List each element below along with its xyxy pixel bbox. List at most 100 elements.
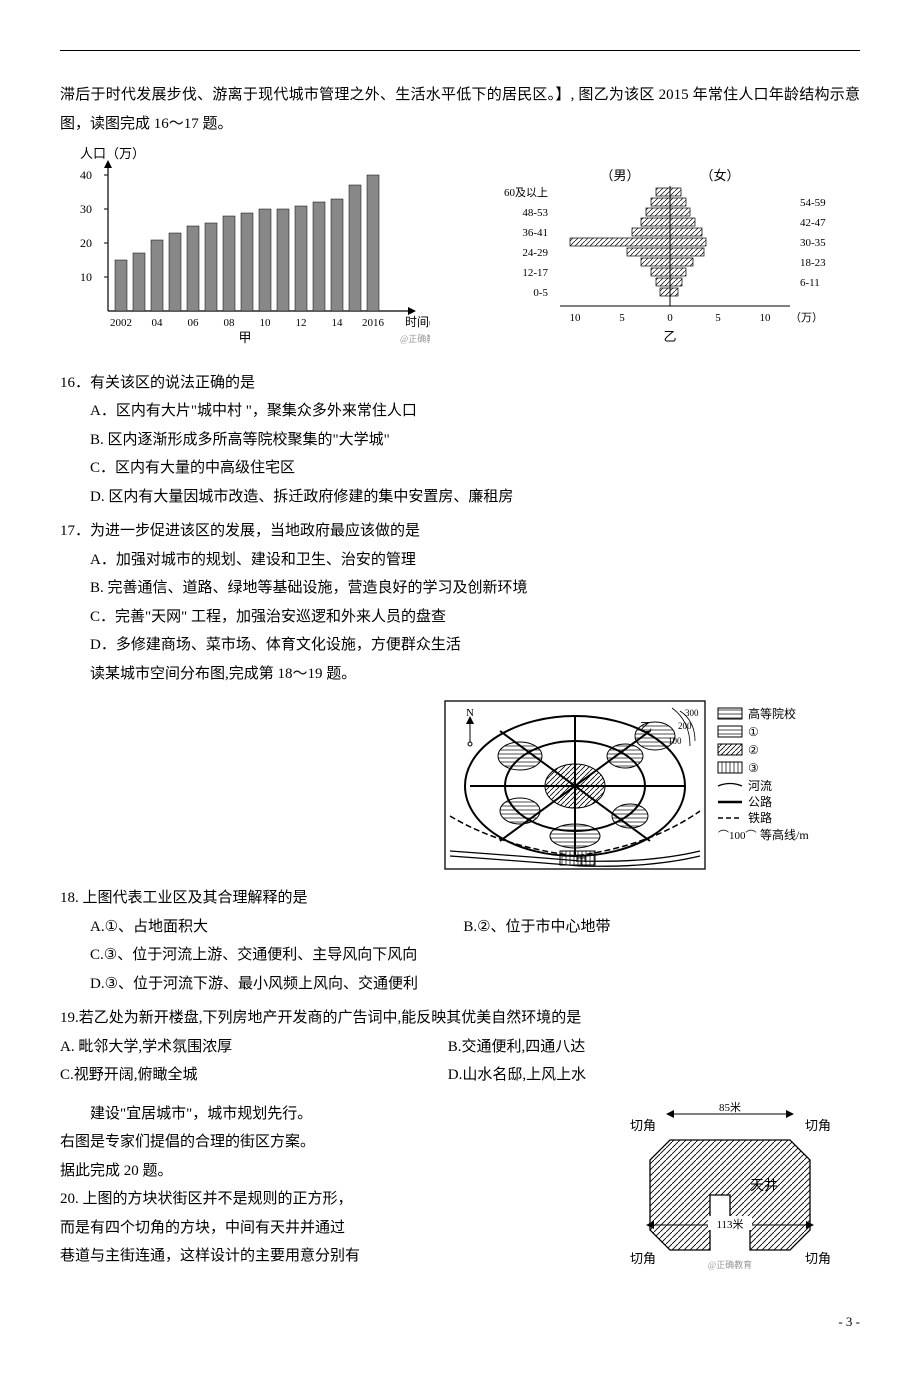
intro-text: 滞后于时代发展步伐、游离于现代城市管理之外、生活水平低下的居民区。】, 图乙为该… bbox=[60, 81, 860, 138]
pyramid-svg: （男） （女） 60及以上 48-53 36-41 24-29 12-17 0-… bbox=[490, 166, 860, 346]
q19-B: B.交通便利,四通八达 bbox=[448, 1033, 832, 1062]
bar-chart-svg: 人口（万） 10 20 30 40 bbox=[60, 146, 430, 346]
q18-C: C.③、位于河流上游、交通便利、主导风向下风向 bbox=[90, 941, 860, 970]
charts-row: 人口（万） 10 20 30 40 bbox=[60, 146, 860, 357]
q17-stem: 17．为进一步促进该区的发展，当地政府最应该做的是 bbox=[60, 517, 860, 546]
q18-A: A.①、占地面积大 bbox=[90, 913, 460, 942]
page-number: - 3 - bbox=[60, 1310, 860, 1335]
svg-text:30-35: 30-35 bbox=[800, 237, 826, 249]
bar-ylabel: 人口（万） bbox=[80, 146, 145, 161]
svg-text:20: 20 bbox=[80, 236, 92, 250]
q17-D: D．多修建商场、菜市场、体育文化设施，方便群众生活 bbox=[90, 631, 860, 660]
bar-chart: 人口（万） 10 20 30 40 bbox=[60, 146, 430, 357]
corner-tl: 切角 bbox=[630, 1118, 656, 1133]
male-label: （男） bbox=[600, 168, 639, 183]
svg-text:30: 30 bbox=[80, 202, 92, 216]
q17-B: B. 完善通信、道路、绿地等基础设施，营造良好的学习及创新环境 bbox=[90, 574, 860, 603]
svg-text:60及以上: 60及以上 bbox=[504, 186, 548, 199]
q19: 19.若乙处为新开楼盘,下列房地产开发商的广告词中,能反映其优美自然环境的是 A… bbox=[60, 1004, 860, 1090]
svg-text:200: 200 bbox=[678, 721, 692, 731]
svg-text:18-23: 18-23 bbox=[800, 257, 826, 269]
intro-line1: 滞后于时代发展步伐、游离于现代城市管理之外、生活水平低下的居民区。】, 图乙为该… bbox=[60, 87, 689, 103]
legend-road: 公路 bbox=[748, 794, 772, 809]
block-l2: 右图是专家们提倡的合理的街区方案。 bbox=[60, 1128, 584, 1157]
bars-group bbox=[115, 175, 379, 311]
q16-D: D. 区内有大量因城市改造、拆迁政府修建的集中安置房、廉租房 bbox=[90, 483, 860, 512]
corner-br: 切角 bbox=[805, 1251, 831, 1266]
q17: 17．为进一步促进该区的发展，当地政府最应该做的是 A．加强对城市的规划、建设和… bbox=[60, 517, 860, 660]
svg-text:24-29: 24-29 bbox=[522, 247, 548, 259]
bar-watermark: @正确教育 bbox=[400, 333, 430, 344]
svg-text:08: 08 bbox=[224, 317, 236, 329]
q19-D: D.山水名邸,上风上水 bbox=[448, 1061, 832, 1090]
svg-text:04: 04 bbox=[152, 317, 164, 329]
svg-text:48-53: 48-53 bbox=[522, 207, 548, 219]
block-l3: 据此完成 20 题。 bbox=[60, 1157, 584, 1186]
svg-text:100: 100 bbox=[668, 736, 682, 746]
bar-xlabel: 时间(年) bbox=[405, 315, 430, 329]
q16: 16．有关该区的说法正确的是 A．区内有大片"城中村 "，聚集众多外来常住人口 … bbox=[60, 369, 860, 512]
block-bottom-dim: 113米 bbox=[716, 1218, 743, 1231]
map-legend: 高等院校 ① ② ③ 河流 公路 铁路 ⌒100⌒ 等高线/m bbox=[718, 706, 809, 842]
legend-contour: 等高线/m bbox=[760, 827, 809, 842]
svg-text:10: 10 bbox=[260, 317, 272, 329]
q17-A: A．加强对城市的规划、建设和卫生、治安的管理 bbox=[90, 546, 860, 575]
svg-text:06: 06 bbox=[188, 317, 200, 329]
female-label: （女） bbox=[700, 168, 739, 183]
q18: 18. 上图代表工业区及其合理解释的是 A.①、占地面积大 B.②、位于市中心地… bbox=[60, 884, 860, 998]
city-map-svg: N 乙 300 200 100 甲 bbox=[440, 696, 860, 876]
svg-text:14: 14 bbox=[332, 317, 344, 329]
svg-text:54-59: 54-59 bbox=[800, 197, 826, 209]
svg-text:5: 5 bbox=[715, 312, 721, 324]
q20-l2: 而是有四个切角的方块，中间有天井并通过 bbox=[60, 1214, 584, 1243]
svg-text:40: 40 bbox=[80, 168, 92, 182]
pyramid-caption: 乙 bbox=[663, 329, 676, 344]
legend-3: ③ bbox=[748, 761, 759, 775]
legend-1: ① bbox=[748, 725, 759, 739]
q18-D: D.③、位于河流下游、最小风频上风向、交通便利 bbox=[90, 970, 860, 999]
svg-text:0: 0 bbox=[667, 312, 673, 324]
svg-text:2002: 2002 bbox=[110, 317, 132, 329]
block-center: 天井 bbox=[750, 1178, 778, 1194]
q19-C: C.视野开阔,俯瞰全城 bbox=[60, 1061, 444, 1090]
svg-text:2016: 2016 bbox=[362, 317, 385, 329]
legend-river: 河流 bbox=[748, 779, 772, 793]
q17-C: C．完善"天网" 工程，加强治安巡逻和外来人员的盘查 bbox=[90, 603, 860, 632]
legend-rail: 铁路 bbox=[748, 810, 772, 825]
top-rule bbox=[60, 50, 860, 51]
compass-icon: N bbox=[466, 707, 474, 746]
svg-text:5: 5 bbox=[619, 312, 625, 324]
q16-A: A．区内有大片"城中村 "，聚集众多外来常住人口 bbox=[90, 397, 860, 426]
legend-univ: 高等院校 bbox=[748, 706, 796, 721]
block-diagram: 85米 天井 切角 切角 切角 切角 113米 @正确教育 bbox=[600, 1100, 860, 1281]
bar-caption: 甲 bbox=[238, 330, 251, 345]
city-map-row: N 乙 300 200 100 甲 bbox=[60, 696, 860, 876]
block-text: 建设"宜居城市"，城市规划先行。 右图是专家们提倡的合理的街区方案。 据此完成 … bbox=[60, 1100, 584, 1271]
svg-text:12-17: 12-17 bbox=[522, 267, 548, 279]
q19-stem: 19.若乙处为新开楼盘,下列房地产开发商的广告词中,能反映其优美自然环境的是 bbox=[60, 1004, 860, 1033]
svg-text:10: 10 bbox=[80, 270, 92, 284]
svg-text:36-41: 36-41 bbox=[522, 227, 548, 239]
q20-l3: 巷道与主街连通，这样设计的主要用意分别有 bbox=[60, 1242, 584, 1271]
legend-2: ② bbox=[748, 743, 759, 757]
block-svg: 85米 天井 切角 切角 切角 切角 113米 @正确教育 bbox=[600, 1100, 860, 1270]
corner-tr: 切角 bbox=[805, 1118, 831, 1133]
corner-bl: 切角 bbox=[630, 1251, 656, 1266]
svg-text:⌒100⌒: ⌒100⌒ bbox=[718, 829, 757, 842]
bridge-1819: 读某城市空间分布图,完成第 18～19 题。 bbox=[90, 660, 860, 689]
svg-text:10: 10 bbox=[570, 312, 582, 324]
q16-stem: 16．有关该区的说法正确的是 bbox=[60, 369, 860, 398]
q18-B: B.②、位于市中心地带 bbox=[463, 913, 833, 942]
block-top-dim: 85米 bbox=[719, 1101, 741, 1114]
q16-C: C．区内有大量的中高级住宅区 bbox=[90, 454, 860, 483]
svg-text:0-5: 0-5 bbox=[533, 287, 548, 299]
block-watermark: @正确教育 bbox=[708, 1259, 752, 1270]
svg-text:10: 10 bbox=[760, 312, 772, 324]
svg-text:12: 12 bbox=[296, 317, 307, 329]
q16-B: B. 区内逐渐形成多所高等院校聚集的"大学城" bbox=[90, 426, 860, 455]
svg-text:42-47: 42-47 bbox=[800, 217, 826, 229]
pyramid-chart: （男） （女） 60及以上 48-53 36-41 24-29 12-17 0-… bbox=[490, 166, 860, 357]
pyramid-xunit: （万） bbox=[790, 311, 823, 324]
block-l1: 建设"宜居城市"，城市规划先行。 bbox=[60, 1100, 584, 1129]
block-section: 建设"宜居城市"，城市规划先行。 右图是专家们提倡的合理的街区方案。 据此完成 … bbox=[60, 1100, 860, 1281]
